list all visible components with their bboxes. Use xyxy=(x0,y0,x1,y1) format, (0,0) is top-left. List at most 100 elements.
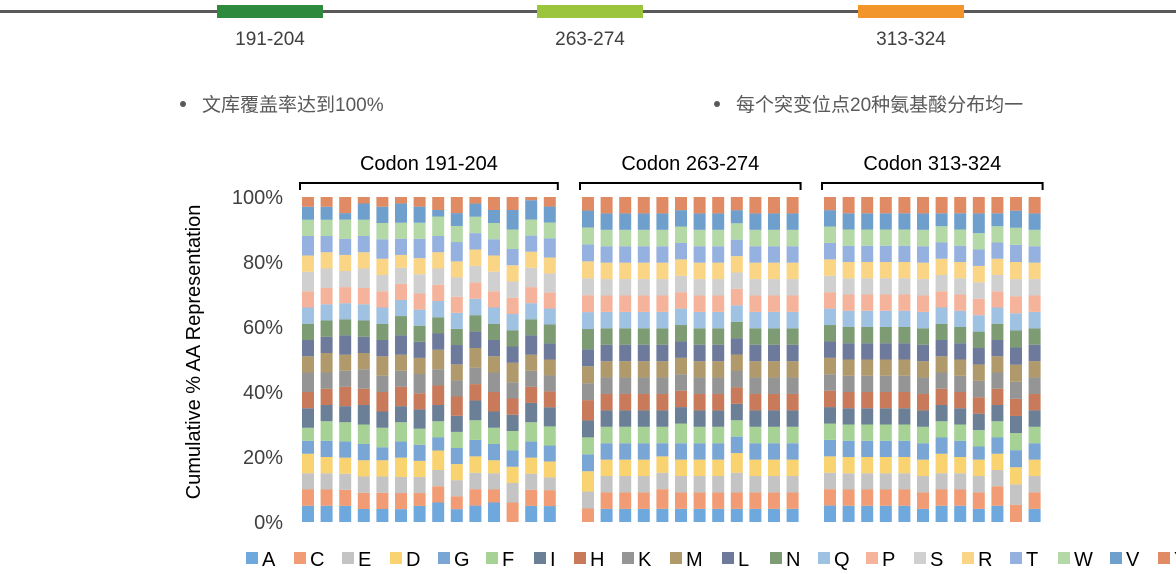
bar-segment-K xyxy=(786,377,799,394)
bar-segment-D xyxy=(450,464,463,481)
bar-segment-V xyxy=(637,213,650,230)
bar-segment-K xyxy=(917,377,929,394)
bar-segment-H xyxy=(469,384,482,401)
bar-segment-H xyxy=(917,393,929,411)
bar-segment-D xyxy=(972,459,985,477)
bar-segment-Y xyxy=(488,197,500,210)
bar-segment-C xyxy=(302,489,314,506)
bar-segment-P xyxy=(450,296,463,313)
bar-segment-Y xyxy=(637,197,650,214)
bar-segment-A xyxy=(302,505,314,522)
bar-segment-V xyxy=(413,206,426,223)
bar-segment-R xyxy=(488,255,500,272)
bar-segment-Q xyxy=(357,304,370,321)
bar-segment-N xyxy=(712,328,725,345)
bar-segment-S xyxy=(320,268,333,288)
bar-segment-Q xyxy=(656,311,669,329)
bar-segment-Q xyxy=(395,299,407,317)
bar-segment-D xyxy=(786,459,799,477)
bar-segment-T xyxy=(861,245,874,262)
legend-swatch-Q xyxy=(818,552,830,564)
bar-segment-R xyxy=(582,261,594,279)
bar-segment-G xyxy=(656,443,669,457)
y-tick-label: 40% xyxy=(243,382,283,404)
bar-segment-A xyxy=(879,505,892,522)
bar-segment-N xyxy=(543,324,556,344)
bar-segment-V xyxy=(1010,210,1022,228)
bar-segment-C xyxy=(413,493,426,506)
bar-segment-H xyxy=(842,392,855,409)
bar-segment-R xyxy=(675,259,687,276)
bar-segment-G xyxy=(842,440,855,457)
bar-segment-G xyxy=(935,437,948,454)
bar-segment-H xyxy=(693,393,706,411)
bar-segment-K xyxy=(525,370,538,387)
bar-segment-V xyxy=(935,213,948,227)
bar-segment-Q xyxy=(824,308,836,326)
bar-segment-L xyxy=(600,344,613,362)
bar-segment-H xyxy=(712,393,725,411)
bar-segment-V xyxy=(879,213,892,230)
bar-segment-G xyxy=(637,443,650,460)
bar-segment-P xyxy=(376,291,389,308)
bar-segment-I xyxy=(675,407,687,424)
bar-segment-E xyxy=(749,476,762,493)
bar-segment-K xyxy=(1010,381,1022,399)
bar-segment-A xyxy=(935,505,948,522)
bar-segment-A xyxy=(619,508,632,522)
bar-segment-E xyxy=(619,476,632,493)
bar-segment-T xyxy=(543,238,556,258)
bar-segment-G xyxy=(879,440,892,457)
bar-segment-P xyxy=(488,291,500,308)
bar-segment-C xyxy=(1010,504,1022,522)
bar-segment-K xyxy=(749,377,762,394)
bullet-coverage: 文库覆盖率达到100% xyxy=(180,90,384,117)
bar-segment-Y xyxy=(693,197,706,214)
bar-segment-M xyxy=(712,361,725,378)
bar-segment-I xyxy=(619,410,632,427)
bar-segment-P xyxy=(730,288,743,306)
bar-segment-H xyxy=(582,400,594,421)
bar-segment-G xyxy=(749,443,762,460)
bar-segment-C xyxy=(712,492,725,509)
bar-segment-P xyxy=(339,287,352,304)
region-label-1: 191-204 xyxy=(235,29,305,50)
bar-segment-T xyxy=(730,239,743,257)
bar-segment-V xyxy=(302,206,314,220)
bar-segment-P xyxy=(357,288,370,305)
bar-segment-M xyxy=(749,361,762,378)
bar-segment-H xyxy=(302,392,314,409)
bar-segment-I xyxy=(469,400,482,421)
bar-segment-P xyxy=(786,295,799,312)
bar-segment-H xyxy=(675,390,687,408)
bar-segment-M xyxy=(450,364,463,381)
bar-segment-A xyxy=(432,502,445,522)
bar-segment-G xyxy=(432,437,445,451)
bar-segment-F xyxy=(730,420,743,437)
bar-segment-P xyxy=(768,295,780,312)
legend-label-R: R xyxy=(978,549,992,571)
bar-segment-H xyxy=(1028,393,1041,411)
legend-swatch-S xyxy=(914,552,926,564)
bar-segment-H xyxy=(935,388,948,405)
bar-segment-P xyxy=(935,291,948,308)
bar-segment-E xyxy=(413,476,426,494)
bar-segment-G xyxy=(543,445,556,462)
bar-segment-L xyxy=(376,340,389,357)
bar-segment-E xyxy=(637,476,650,493)
bar-segment-Q xyxy=(693,311,706,329)
bar-segment-E xyxy=(786,476,799,493)
bar-segment-P xyxy=(824,292,836,309)
bar-segment-D xyxy=(600,459,613,477)
bar-segment-T xyxy=(768,246,780,263)
bar-segment-T xyxy=(525,235,538,252)
bar-segment-Q xyxy=(525,303,538,320)
bar-segment-S xyxy=(824,275,836,293)
bar-segment-H xyxy=(619,393,632,411)
bar-segment-M xyxy=(600,361,613,378)
bar-segment-I xyxy=(432,405,445,422)
bar-segment-I xyxy=(824,407,836,424)
bar-segment-F xyxy=(824,423,836,440)
bar-segment-P xyxy=(543,292,556,309)
bar-segment-Q xyxy=(898,310,911,327)
